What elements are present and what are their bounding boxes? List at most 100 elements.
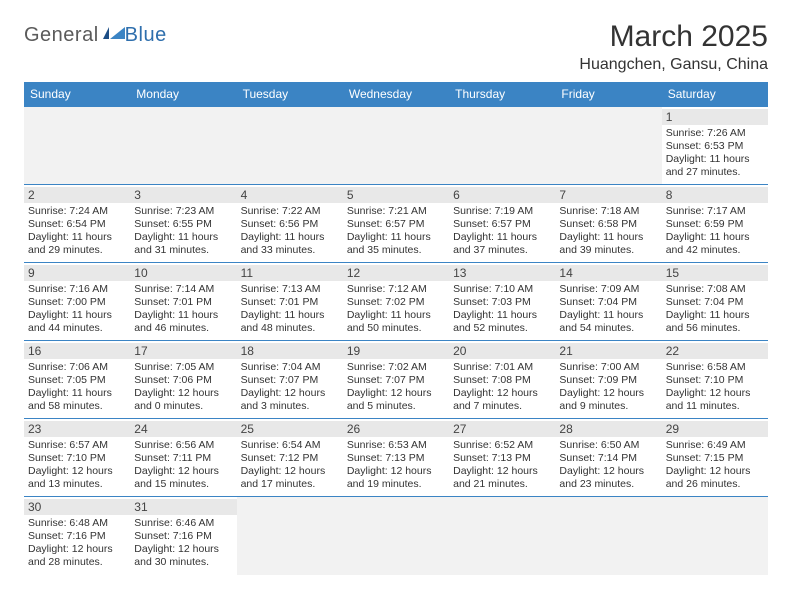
calendar-cell: 12 Sunrise: 7:12 AMSunset: 7:02 PMDayligh… bbox=[343, 263, 449, 341]
calendar-cell: 14Sunrise: 7:09 AMSunset: 7:04 PMDayligh… bbox=[555, 263, 661, 341]
calendar-cell: 7 Sunrise: 7:18 AMSunset: 6:58 PMDaylight… bbox=[555, 185, 661, 263]
calendar-cell bbox=[662, 497, 768, 575]
day-info: Sunrise: 7:00 AMSunset: 7:09 PMDaylight:… bbox=[559, 361, 657, 414]
day-info: Sunrise: 7:22 AMSunset: 6:56 PMDaylight:… bbox=[241, 205, 339, 258]
day-number: 15 bbox=[662, 265, 768, 281]
title-block: March 2025 Huangchen, Gansu, China bbox=[579, 20, 768, 74]
day-number: 3 bbox=[130, 187, 236, 203]
day-info: Sunrise: 7:18 AMSunset: 6:58 PMDaylight:… bbox=[559, 205, 657, 258]
day-number: 11 bbox=[237, 265, 343, 281]
calendar-row: 16 Sunrise: 7:06 AMSunset: 7:05 PMDayligh… bbox=[24, 341, 768, 419]
day-number: 1 bbox=[662, 109, 768, 125]
day-number: 27 bbox=[449, 421, 555, 437]
weekday-header: Wednesday bbox=[343, 82, 449, 107]
weekday-header: Friday bbox=[555, 82, 661, 107]
weekday-header: Thursday bbox=[449, 82, 555, 107]
day-number: 4 bbox=[237, 187, 343, 203]
day-number: 10 bbox=[130, 265, 236, 281]
calendar-cell bbox=[237, 497, 343, 575]
calendar-cell: 28 Sunrise: 6:50 AMSunset: 7:14 PMDayligh… bbox=[555, 419, 661, 497]
calendar-row: 30 Sunrise: 6:48 AMSunset: 7:16 PMDayligh… bbox=[24, 497, 768, 575]
day-info: Sunrise: 7:08 AMSunset: 7:04 PMDaylight:… bbox=[666, 283, 764, 336]
weekday-header: Monday bbox=[130, 82, 236, 107]
calendar-cell: 29Sunrise: 6:49 AMSunset: 7:15 PMDayligh… bbox=[662, 419, 768, 497]
calendar-cell: 10 Sunrise: 7:14 AMSunset: 7:01 PMDayligh… bbox=[130, 263, 236, 341]
calendar-cell: 26 Sunrise: 6:53 AMSunset: 7:13 PMDayligh… bbox=[343, 419, 449, 497]
day-number: 26 bbox=[343, 421, 449, 437]
calendar-cell: 3 Sunrise: 7:23 AMSunset: 6:55 PMDaylight… bbox=[130, 185, 236, 263]
day-number: 22 bbox=[662, 343, 768, 359]
calendar-cell bbox=[24, 107, 130, 185]
calendar-cell bbox=[555, 107, 661, 185]
calendar-table: SundayMondayTuesdayWednesdayThursdayFrid… bbox=[24, 82, 768, 575]
day-number: 21 bbox=[555, 343, 661, 359]
day-number: 5 bbox=[343, 187, 449, 203]
day-info: Sunrise: 6:56 AMSunset: 7:11 PMDaylight:… bbox=[134, 439, 232, 492]
weekday-header: Tuesday bbox=[237, 82, 343, 107]
day-info: Sunrise: 7:17 AMSunset: 6:59 PMDaylight:… bbox=[666, 205, 764, 258]
weekday-header: Sunday bbox=[24, 82, 130, 107]
day-info: Sunrise: 7:10 AMSunset: 7:03 PMDaylight:… bbox=[453, 283, 551, 336]
day-info: Sunrise: 6:58 AMSunset: 7:10 PMDaylight:… bbox=[666, 361, 764, 414]
day-number: 20 bbox=[449, 343, 555, 359]
day-number: 13 bbox=[449, 265, 555, 281]
day-info: Sunrise: 6:53 AMSunset: 7:13 PMDaylight:… bbox=[347, 439, 445, 492]
day-number: 7 bbox=[555, 187, 661, 203]
calendar-cell: 25 Sunrise: 6:54 AMSunset: 7:12 PMDayligh… bbox=[237, 419, 343, 497]
day-number: 6 bbox=[449, 187, 555, 203]
day-number: 25 bbox=[237, 421, 343, 437]
day-info: Sunrise: 6:48 AMSunset: 7:16 PMDaylight:… bbox=[28, 517, 126, 570]
day-info: Sunrise: 7:14 AMSunset: 7:01 PMDaylight:… bbox=[134, 283, 232, 336]
day-number: 30 bbox=[24, 499, 130, 515]
calendar-cell bbox=[555, 497, 661, 575]
location: Huangchen, Gansu, China bbox=[579, 56, 768, 74]
weekday-header: Saturday bbox=[662, 82, 768, 107]
day-info: Sunrise: 7:04 AMSunset: 7:07 PMDaylight:… bbox=[241, 361, 339, 414]
calendar-cell: 27Sunrise: 6:52 AMSunset: 7:13 PMDayligh… bbox=[449, 419, 555, 497]
day-number: 12 bbox=[343, 265, 449, 281]
calendar-cell bbox=[237, 107, 343, 185]
day-info: Sunrise: 7:12 AMSunset: 7:02 PMDaylight:… bbox=[347, 283, 445, 336]
day-number: 9 bbox=[24, 265, 130, 281]
day-info: Sunrise: 6:54 AMSunset: 7:12 PMDaylight:… bbox=[241, 439, 339, 492]
flag-icon bbox=[103, 25, 125, 46]
calendar-row: 1 Sunrise: 7:26 AMSunset: 6:53 PMDaylight… bbox=[24, 107, 768, 185]
calendar-row: 23Sunrise: 6:57 AMSunset: 7:10 PMDayligh… bbox=[24, 419, 768, 497]
day-number: 2 bbox=[24, 187, 130, 203]
day-info: Sunrise: 7:01 AMSunset: 7:08 PMDaylight:… bbox=[453, 361, 551, 414]
day-info: Sunrise: 7:13 AMSunset: 7:01 PMDaylight:… bbox=[241, 283, 339, 336]
logo: General Blue bbox=[24, 24, 167, 47]
calendar-row: 9 Sunrise: 7:16 AMSunset: 7:00 PMDaylight… bbox=[24, 263, 768, 341]
calendar-cell: 13 Sunrise: 7:10 AMSunset: 7:03 PMDayligh… bbox=[449, 263, 555, 341]
day-info: Sunrise: 7:06 AMSunset: 7:05 PMDaylight:… bbox=[28, 361, 126, 414]
day-info: Sunrise: 7:19 AMSunset: 6:57 PMDaylight:… bbox=[453, 205, 551, 258]
calendar-row: 2Sunrise: 7:24 AMSunset: 6:54 PMDaylight… bbox=[24, 185, 768, 263]
day-info: Sunrise: 6:50 AMSunset: 7:14 PMDaylight:… bbox=[559, 439, 657, 492]
calendar-cell: 30 Sunrise: 6:48 AMSunset: 7:16 PMDayligh… bbox=[24, 497, 130, 575]
day-info: Sunrise: 7:23 AMSunset: 6:55 PMDaylight:… bbox=[134, 205, 232, 258]
day-number: 8 bbox=[662, 187, 768, 203]
calendar-body: 1 Sunrise: 7:26 AMSunset: 6:53 PMDaylight… bbox=[24, 107, 768, 575]
day-info: Sunrise: 6:49 AMSunset: 7:15 PMDaylight:… bbox=[666, 439, 764, 492]
day-number: 19 bbox=[343, 343, 449, 359]
day-info: Sunrise: 7:26 AMSunset: 6:53 PMDaylight:… bbox=[666, 127, 764, 180]
day-number: 31 bbox=[130, 499, 236, 515]
calendar-cell: 11 Sunrise: 7:13 AMSunset: 7:01 PMDayligh… bbox=[237, 263, 343, 341]
day-number: 16 bbox=[24, 343, 130, 359]
calendar-cell: 31Sunrise: 6:46 AMSunset: 7:16 PMDayligh… bbox=[130, 497, 236, 575]
day-info: Sunrise: 7:02 AMSunset: 7:07 PMDaylight:… bbox=[347, 361, 445, 414]
calendar-cell: 21 Sunrise: 7:00 AMSunset: 7:09 PMDayligh… bbox=[555, 341, 661, 419]
calendar-cell: 24Sunrise: 6:56 AMSunset: 7:11 PMDayligh… bbox=[130, 419, 236, 497]
calendar-cell: 5 Sunrise: 7:21 AMSunset: 6:57 PMDaylight… bbox=[343, 185, 449, 263]
day-number: 28 bbox=[555, 421, 661, 437]
header: General Blue March 2025 Huangchen, Gansu… bbox=[24, 20, 768, 74]
logo-text-general: General bbox=[24, 24, 99, 47]
calendar-cell: 23Sunrise: 6:57 AMSunset: 7:10 PMDayligh… bbox=[24, 419, 130, 497]
calendar-cell: 16 Sunrise: 7:06 AMSunset: 7:05 PMDayligh… bbox=[24, 341, 130, 419]
day-info: Sunrise: 7:21 AMSunset: 6:57 PMDaylight:… bbox=[347, 205, 445, 258]
day-info: Sunrise: 7:16 AMSunset: 7:00 PMDaylight:… bbox=[28, 283, 126, 336]
calendar-cell bbox=[343, 107, 449, 185]
calendar-cell bbox=[343, 497, 449, 575]
calendar-cell bbox=[449, 497, 555, 575]
weekday-header-row: SundayMondayTuesdayWednesdayThursdayFrid… bbox=[24, 82, 768, 107]
